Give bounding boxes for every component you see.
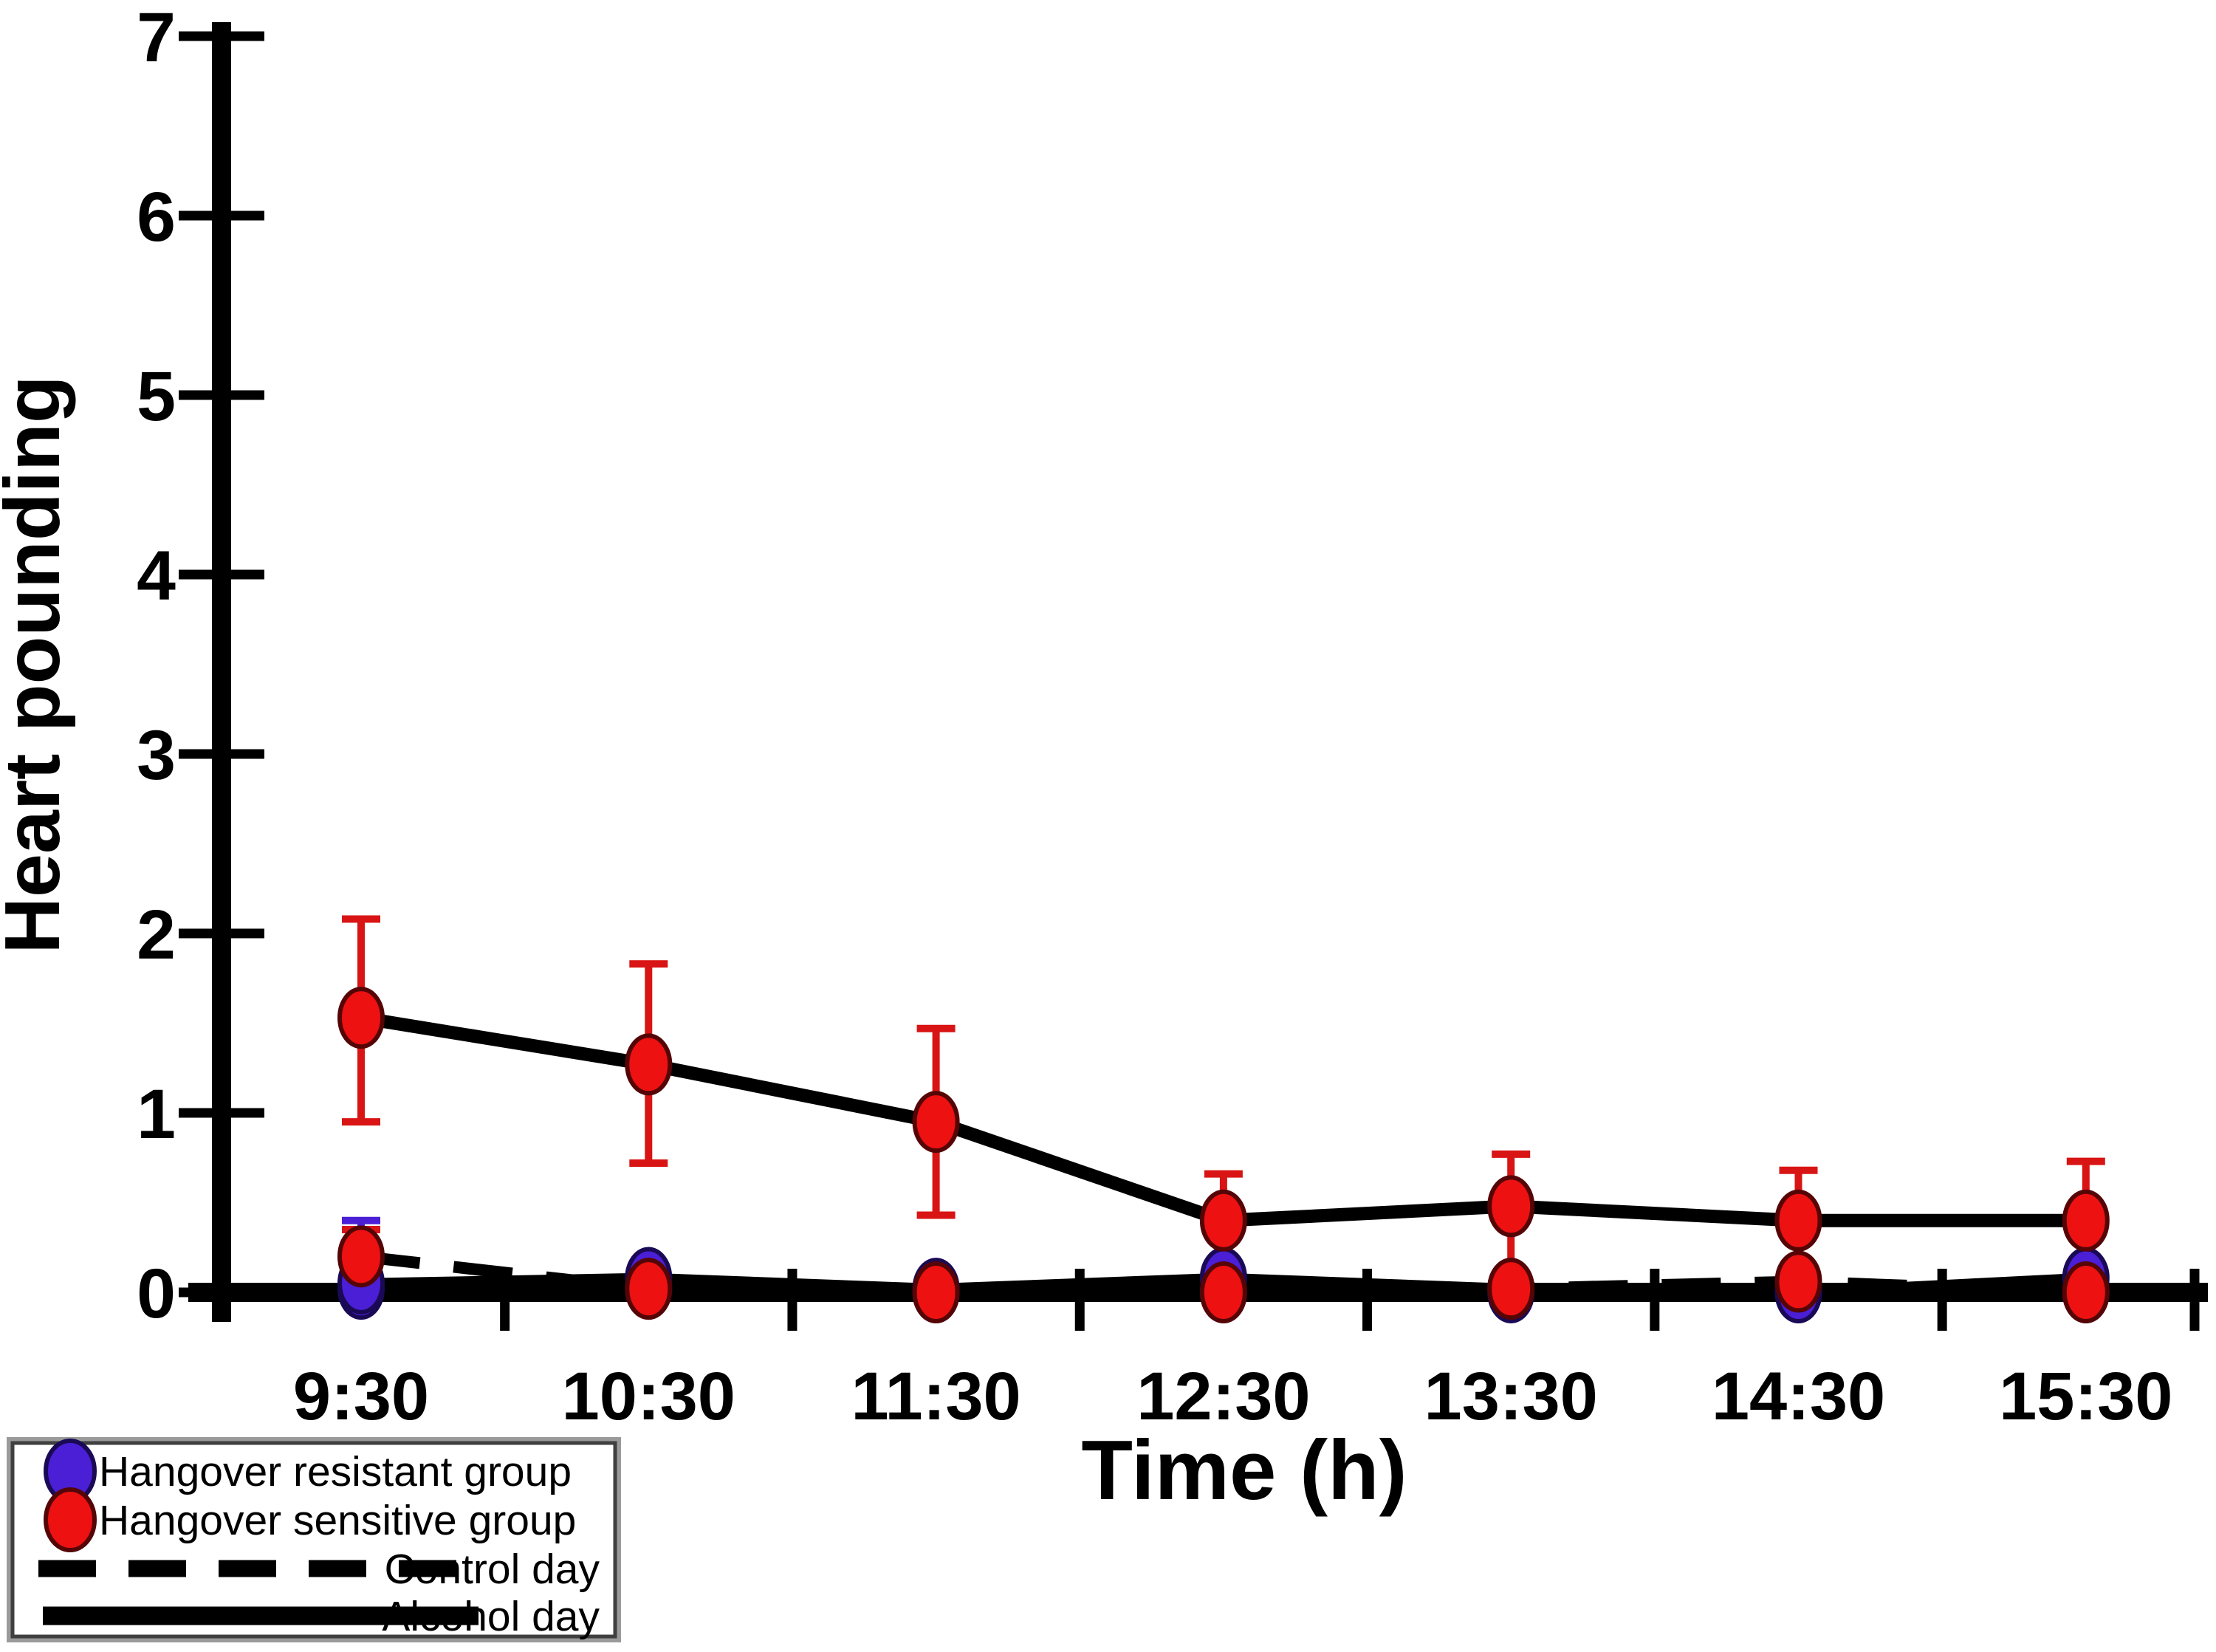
data-point-marker-sensitive bbox=[1199, 1189, 1247, 1252]
y-tick-labels: 7 6 5 4 3 2 1 0 bbox=[137, 0, 176, 1333]
data-point-marker-sensitive bbox=[2062, 1189, 2110, 1252]
data-point-marker-sensitive bbox=[337, 1225, 385, 1288]
data-point-marker-sensitive bbox=[912, 1091, 960, 1154]
data-point-marker-sensitive bbox=[1487, 1175, 1535, 1238]
y-tick-label: 0 bbox=[137, 1255, 176, 1333]
y-axis-title: Heart pounding bbox=[0, 375, 76, 953]
data-point-marker-sensitive bbox=[1774, 1250, 1822, 1313]
x-tick-label: 12:30 bbox=[1136, 1359, 1310, 1434]
axes bbox=[179, 22, 2208, 1331]
x-tick-label: 13:30 bbox=[1424, 1359, 1598, 1434]
legend-label: Hangover resistant group bbox=[99, 1448, 572, 1495]
legend-label: Hangover sensitive group bbox=[99, 1497, 576, 1544]
y-tick-label: 7 bbox=[137, 0, 176, 77]
legend-outer-frame bbox=[7, 1437, 621, 1642]
data-point-marker-sensitive bbox=[2062, 1261, 2110, 1323]
data-point-marker-sensitive bbox=[625, 1258, 673, 1320]
y-tick-label: 1 bbox=[137, 1075, 176, 1154]
data-point-marker-sensitive bbox=[1774, 1189, 1822, 1252]
data-point-marker-sensitive bbox=[1199, 1261, 1247, 1323]
legend-box bbox=[10, 1441, 617, 1639]
data-point-markers bbox=[337, 987, 2110, 1323]
data-point-marker-sensitive bbox=[625, 1033, 673, 1096]
legend-item-alcohol-day: Alcohol day bbox=[43, 1593, 600, 1640]
legend-item-resistant-group: Hangover resistant group bbox=[44, 1439, 572, 1504]
y-tick-label: 3 bbox=[137, 716, 176, 795]
y-tick-label: 4 bbox=[137, 537, 176, 615]
x-tick-label: 9:30 bbox=[293, 1359, 429, 1434]
x-tick-label: 15:30 bbox=[1999, 1359, 2172, 1434]
legend-item-control-day: Control day bbox=[38, 1546, 600, 1593]
red-circle-icon bbox=[44, 1487, 97, 1552]
legend: Hangover resistant group Hangover sensit… bbox=[7, 1437, 621, 1642]
y-tick-label: 2 bbox=[137, 896, 176, 974]
x-tick-labels: 9:30 10:30 11:30 12:30 13:30 14:30 15:30 bbox=[293, 1359, 2173, 1434]
legend-item-sensitive-group: Hangover sensitive group bbox=[44, 1487, 576, 1552]
x-axis-title: Time (h) bbox=[1081, 1424, 1407, 1518]
data-point-marker-sensitive bbox=[912, 1261, 960, 1323]
x-tick-label: 11:30 bbox=[851, 1359, 1020, 1434]
y-tick-label: 5 bbox=[137, 357, 176, 436]
data-point-marker-sensitive bbox=[337, 987, 385, 1049]
legend-label: Alcohol day bbox=[382, 1593, 600, 1640]
x-tick-label: 10:30 bbox=[562, 1359, 735, 1434]
legend-label: Control day bbox=[385, 1546, 600, 1593]
data-point-marker-sensitive bbox=[1487, 1258, 1535, 1320]
x-tick-label: 14:30 bbox=[1712, 1359, 1885, 1434]
y-tick-label: 6 bbox=[137, 178, 176, 256]
